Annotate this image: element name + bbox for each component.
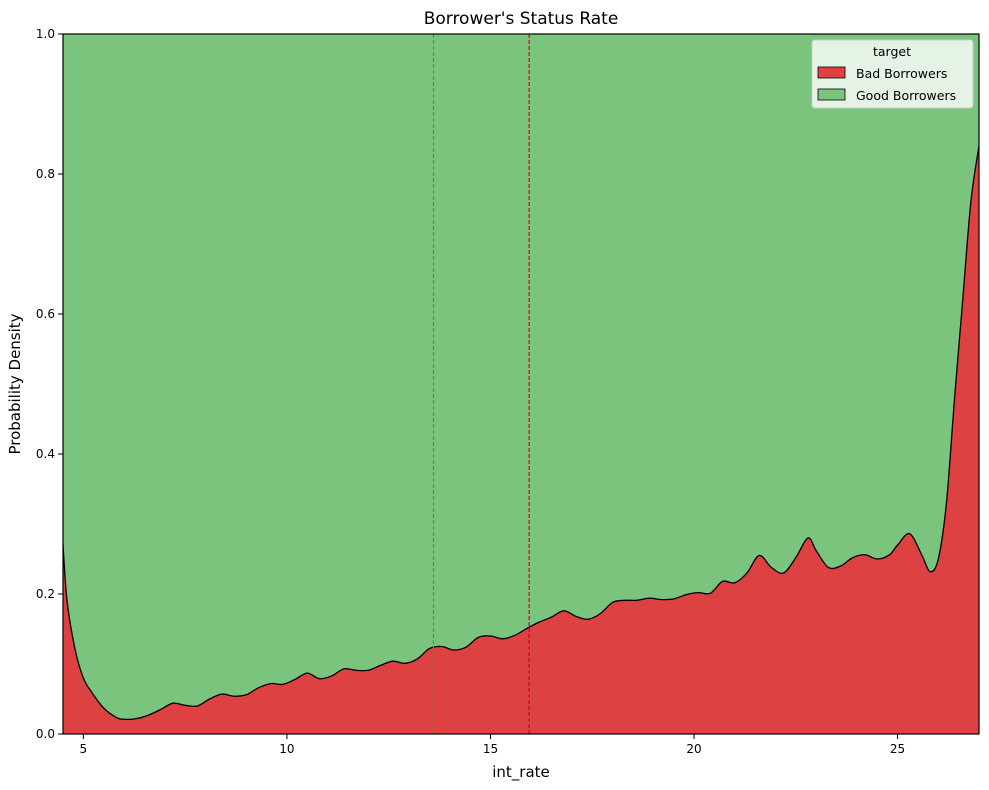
y-tick-label: 0.6 bbox=[36, 307, 55, 321]
legend: target Bad Borrowers Good Borrowers bbox=[811, 39, 974, 109]
legend-box bbox=[811, 39, 974, 109]
x-tick-label: 5 bbox=[80, 742, 88, 756]
chart-title: Borrower's Status Rate bbox=[424, 9, 619, 29]
area-bad-borrowers bbox=[63, 146, 979, 734]
x-axis-label: int_rate bbox=[492, 763, 550, 782]
x-tick-label: 10 bbox=[279, 742, 294, 756]
y-axis-label: Probability Density bbox=[6, 313, 24, 454]
y-axis-ticks: 0.0 0.2 0.4 0.6 0.8 1.0 bbox=[36, 27, 63, 741]
x-tick-label: 25 bbox=[890, 742, 905, 756]
plot-area bbox=[62, 34, 980, 734]
plot-frame bbox=[62, 33, 980, 735]
x-tick-label: 20 bbox=[686, 742, 701, 756]
x-axis-ticks: 5 10 15 20 25 bbox=[80, 734, 905, 756]
legend-swatch-bad-borrowers bbox=[817, 66, 846, 79]
y-tick-label: 0.8 bbox=[36, 167, 55, 181]
legend-swatch-good-borrowers bbox=[817, 88, 846, 101]
reference-lines bbox=[432, 34, 530, 734]
y-tick-label: 1.0 bbox=[36, 27, 55, 41]
legend-title: target bbox=[873, 44, 911, 59]
boundary-line bbox=[62, 145, 980, 721]
y-tick-label: 0.0 bbox=[36, 727, 55, 741]
y-tick-label: 0.4 bbox=[36, 447, 55, 461]
legend-label-bad-borrowers: Bad Borrowers bbox=[856, 66, 947, 81]
legend-label-good-borrowers: Good Borrowers bbox=[856, 88, 956, 103]
y-tick-label: 0.2 bbox=[36, 587, 55, 601]
x-tick-label: 15 bbox=[483, 742, 498, 756]
